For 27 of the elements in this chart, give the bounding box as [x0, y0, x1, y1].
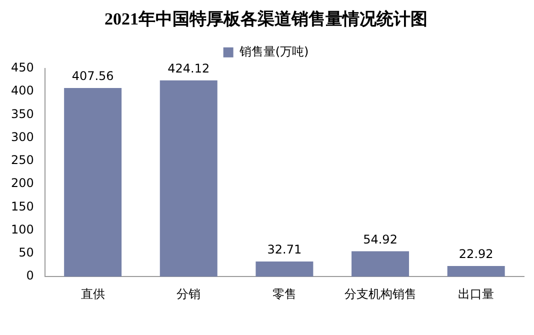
bar [352, 251, 410, 277]
legend-label: 销售量(万吨) [238, 44, 309, 59]
data-label: 32.71 [267, 242, 302, 257]
data-label: 407.56 [72, 69, 114, 84]
y-tick-label: 250 [11, 153, 34, 168]
y-tick-label: 150 [11, 199, 34, 214]
data-label: 22.92 [458, 247, 494, 262]
y-tick-label: 100 [11, 222, 34, 236]
data-label: 54.92 [363, 232, 398, 246]
y-tick-label: 400 [11, 84, 34, 98]
bar [160, 80, 218, 277]
x-tick-label: 零售 [272, 286, 296, 301]
y-tick-label: 350 [11, 106, 34, 121]
bar [447, 266, 505, 277]
x-tick-label: 分销 [176, 286, 201, 301]
bar [256, 261, 314, 277]
y-tick-label: 50 [18, 246, 34, 260]
x-tick-label: 出口量 [458, 286, 494, 301]
x-tick-label: 直供 [80, 286, 105, 301]
y-tick-label: 200 [11, 176, 34, 190]
x-tick-label: 分支机构销售 [344, 286, 416, 301]
bar [64, 88, 122, 277]
chart-title: 2021年中国特厚板各渠道销售量情况统计图 [104, 10, 428, 29]
y-tick-label: 450 [11, 60, 34, 75]
data-label: 424.12 [168, 62, 210, 76]
y-tick-label: 300 [11, 130, 34, 144]
y-tick-label: 0 [26, 268, 34, 283]
